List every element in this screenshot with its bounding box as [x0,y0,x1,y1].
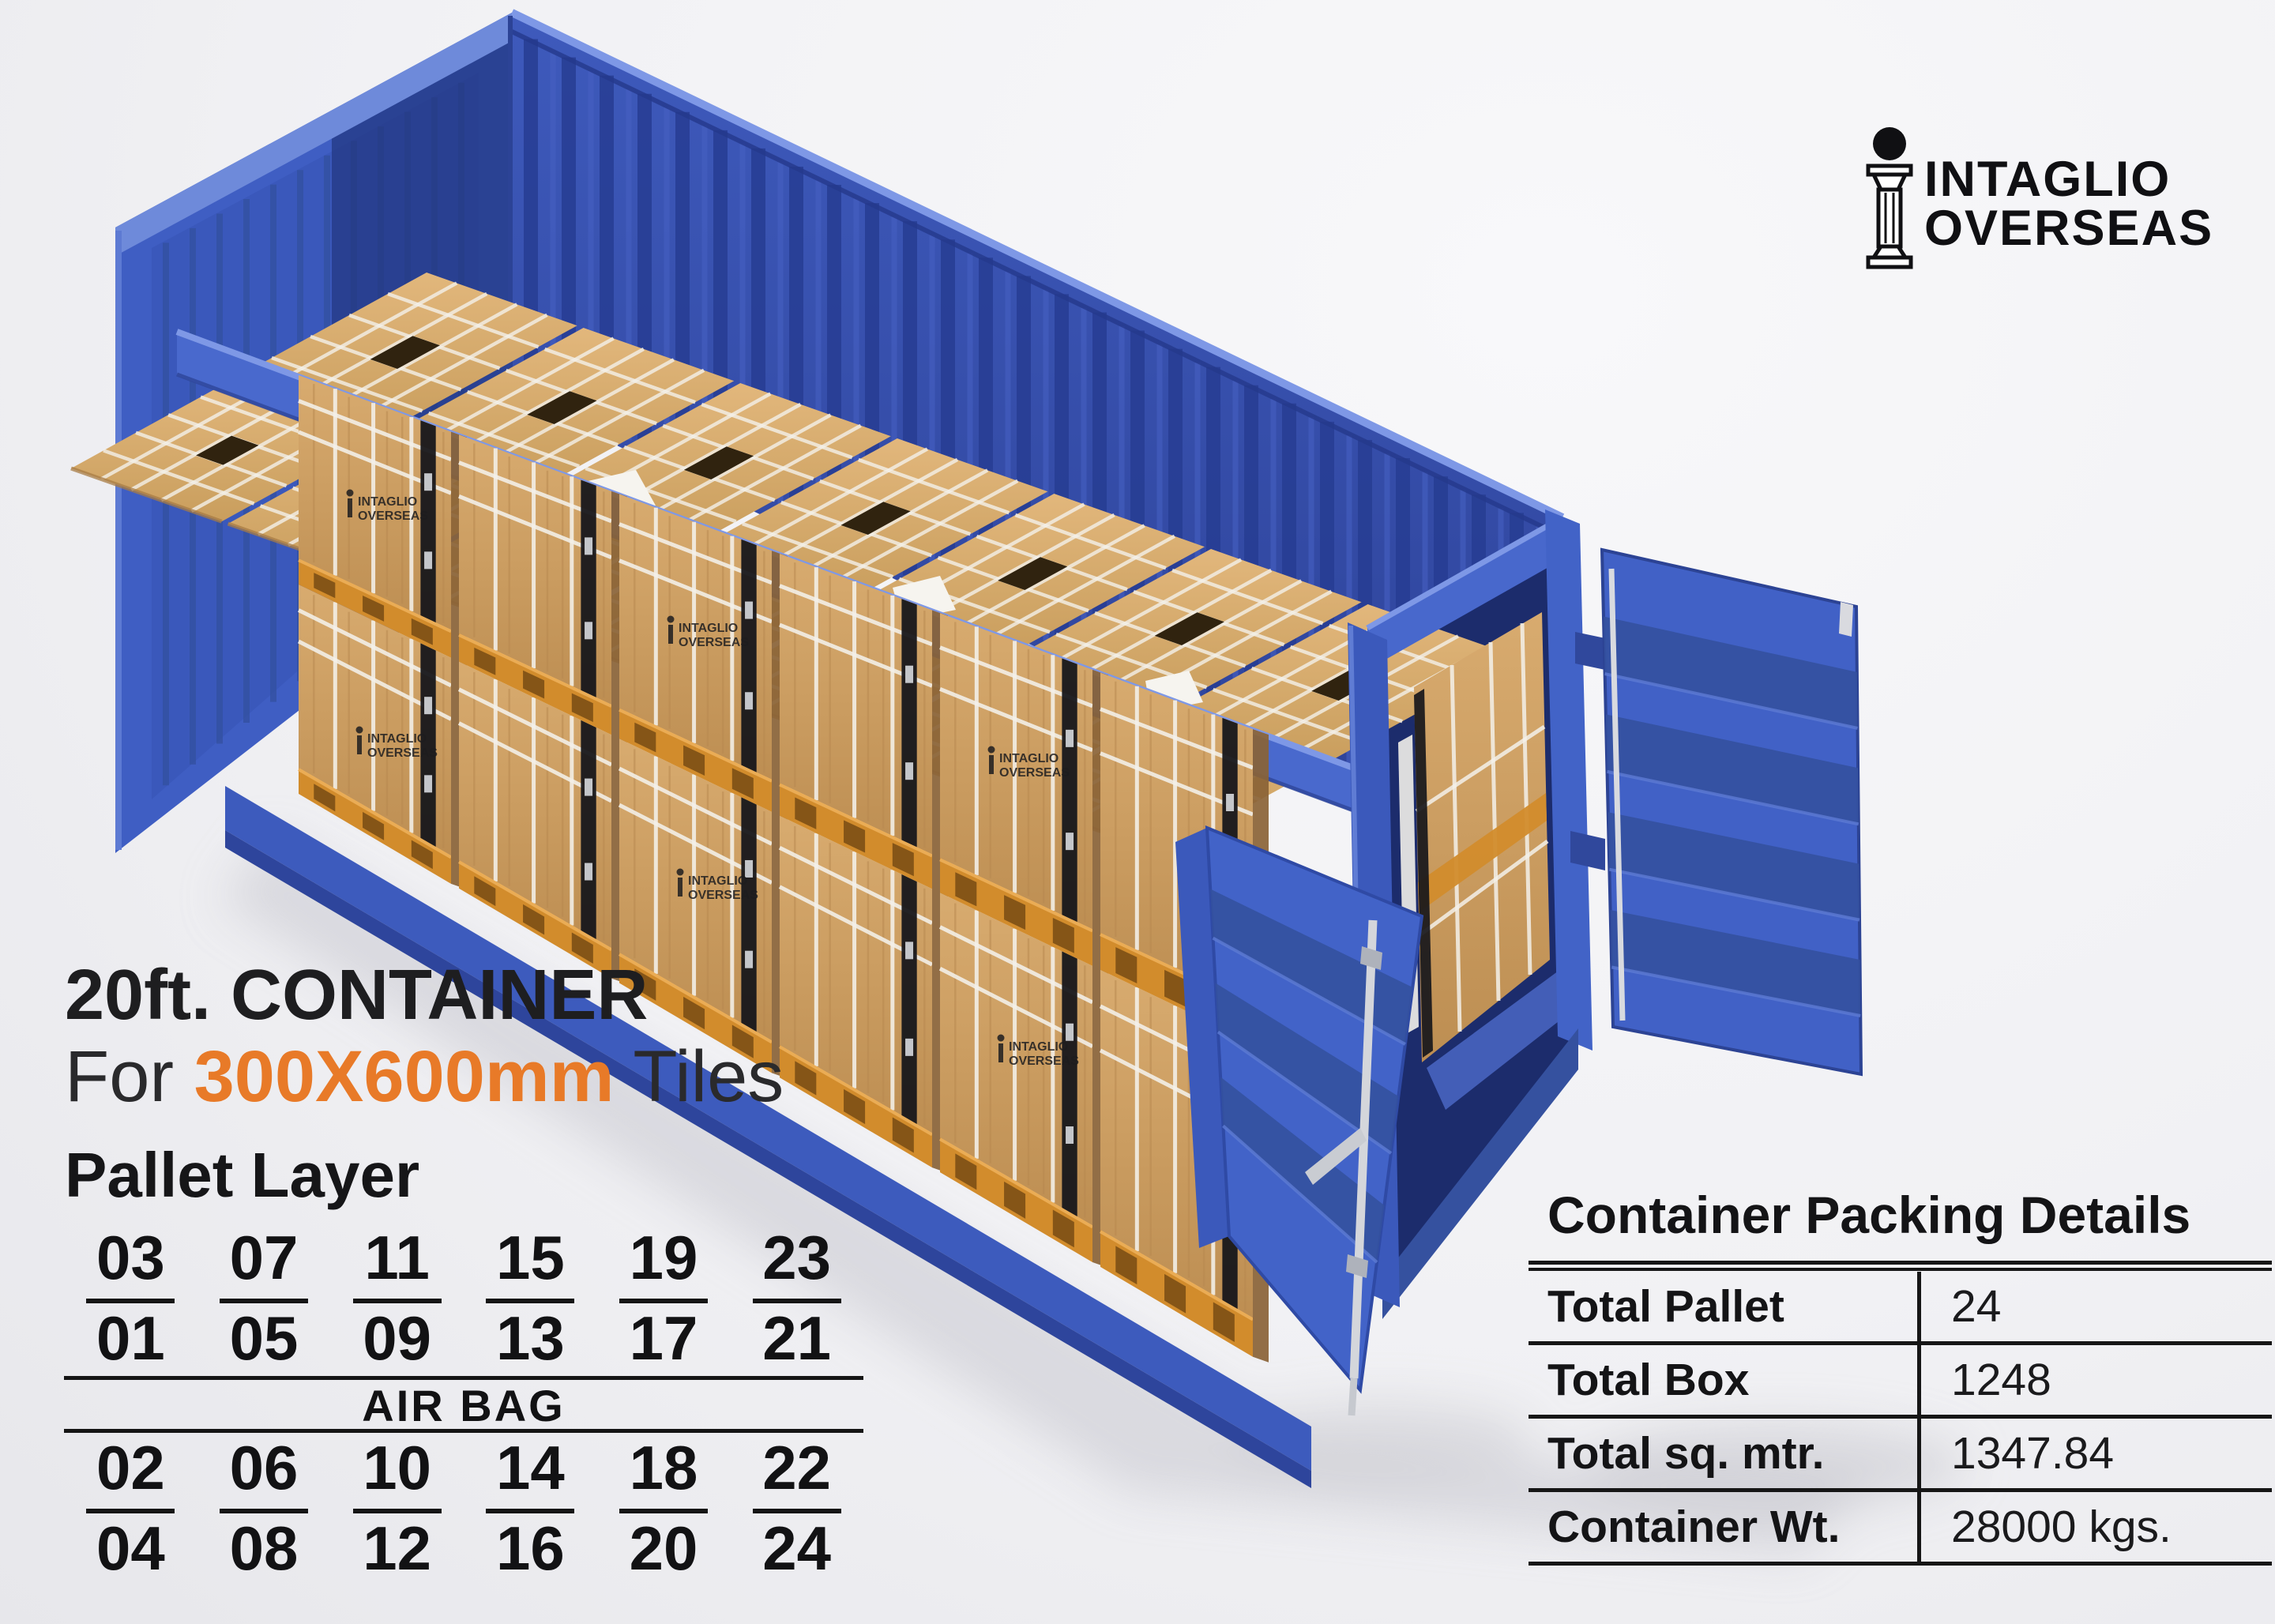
pallet-number: 06 [229,1433,299,1502]
table-row: Total Pallet 24 [1529,1272,2272,1345]
box-brand-line2: OVERSEAS [679,636,749,649]
pallet-number: 16 [495,1513,565,1583]
pallet-number: 22 [762,1433,832,1502]
box-brand-line1: INTAGLIO [679,622,738,635]
box-brand-line2: OVERSEAS [358,509,428,523]
pallet-number: 07 [229,1223,299,1292]
brand-name-line1: INTAGLIO [1924,152,2172,207]
pallet-number: 09 [363,1303,432,1373]
pallet-number: 15 [495,1223,565,1292]
column-icon [1866,127,1913,269]
box-brand-line2: OVERSEAS [1009,1054,1079,1068]
bottom-front-rail [225,786,1311,1488]
pallet-number: 20 [629,1513,698,1583]
headline: 20ft. CONTAINER For 300X600mm Tiles [65,957,784,1117]
pallet-layer-heading: Pallet Layer [65,1140,420,1210]
box-brand-line1: INTAGLIO [367,732,427,746]
brand-name-line2: OVERSEAS [1924,201,2214,256]
pallet-number: 14 [495,1433,565,1502]
row-value: 1248 [1917,1345,2272,1415]
box-brand-line2: OVERSEAS [688,889,758,902]
pallet-number: 01 [96,1303,165,1373]
row-value: 28000 kgs. [1917,1492,2272,1562]
airbag-label: AIR BAG [362,1381,566,1430]
box-brand-line2: OVERSEAS [367,746,438,760]
box-brand-line1: INTAGLIO [688,874,747,888]
pallet-number: 17 [629,1303,698,1373]
row-label: Container Wt. [1547,1502,1841,1552]
pallet-number: 10 [363,1433,432,1502]
page-subtitle: For 300X600mm Tiles [65,1036,784,1117]
door-handle [1305,1128,1367,1185]
row-value: 1347.84 [1917,1419,2272,1488]
door-lock-rod [1608,568,1626,1021]
pallet-number: 11 [364,1223,430,1292]
box-brand-line1: INTAGLIO [358,495,417,509]
pallet-number: 12 [363,1513,432,1583]
subtitle-suffix: Tiles [614,1036,784,1117]
airbag-rule-top [64,1376,863,1380]
pallet-number: 04 [96,1513,165,1583]
pallet-number: 05 [229,1303,299,1373]
end-pallet-side [1398,612,1584,1110]
row-label: Total Pallet [1547,1281,1784,1332]
pallet-row-lower-bottom: 04 08 12 16 20 24 [64,1517,863,1580]
box-brand-label: INTAGLIO OVERSEAS [676,868,758,902]
pallet-row-divider [64,1499,863,1517]
table-row: Total Box 1248 [1529,1345,2272,1419]
table-rule [1529,1261,2272,1271]
row-value: 24 [1917,1272,2272,1341]
pallet-number: 21 [762,1303,832,1373]
container-door-right [1600,547,1863,1077]
box-brand-label: INTAGLIO OVERSEAS [346,489,428,523]
subtitle-prefix: For [65,1036,194,1117]
row-label: Total Box [1547,1355,1750,1405]
pallet-number: 23 [762,1223,832,1292]
packing-details-table: Container Packing Details Total Pallet 2… [1529,1185,2272,1566]
pallet-number: 19 [629,1223,698,1292]
pallet-row-upper-bottom: 01 05 09 13 17 21 [64,1306,863,1370]
subtitle-tile-size: 300X600mm [194,1036,615,1117]
box-brand-line1: INTAGLIO [999,752,1059,765]
box-brand-line1: INTAGLIO [1009,1040,1068,1054]
pallet-number: 03 [96,1223,165,1292]
pallet-row-upper-top: 03 07 11 15 19 23 [64,1226,863,1289]
pallet-row-lower-top: 02 06 10 14 18 22 [64,1436,863,1499]
pallet-stacks [297,375,1269,1363]
table-row: Total sq. mtr. 1347.84 [1529,1419,2272,1492]
brand-logo: INTAGLIO OVERSEAS [1866,126,2213,270]
box-brand-label: INTAGLIO OVERSEAS [355,726,438,760]
box-brand-label: INTAGLIO OVERSEAS [987,746,1070,780]
pallet-row-divider [64,1289,863,1306]
container-door-swing [1175,825,1424,1416]
row-label: Total sq. mtr. [1547,1428,1825,1479]
box-brand-line2: OVERSEAS [999,766,1070,780]
box-brand-label: INTAGLIO OVERSEAS [667,615,749,649]
pallet-number: 18 [629,1433,698,1502]
door-lock-rod [1349,919,1378,1379]
box-brand-labels: INTAGLIO OVERSEAS INTAGLIO OVERSEAS INTA… [346,489,1079,1068]
pallet-number: 02 [96,1433,165,1502]
page-title: 20ft. CONTAINER [65,956,649,1035]
box-brand-label: INTAGLIO OVERSEAS [997,1034,1079,1068]
table-row: Container Wt. 28000 kgs. [1529,1492,2272,1566]
pallet-number: 24 [762,1513,832,1583]
airbag-rule-bottom [64,1429,863,1433]
pallet-number: 08 [229,1513,299,1583]
packing-details-title: Container Packing Details [1547,1186,2191,1244]
pallet-number: 13 [495,1303,565,1373]
pallet-layer-diagram: 03 07 11 15 19 23 01 05 09 13 17 21 AIR … [64,1226,863,1580]
